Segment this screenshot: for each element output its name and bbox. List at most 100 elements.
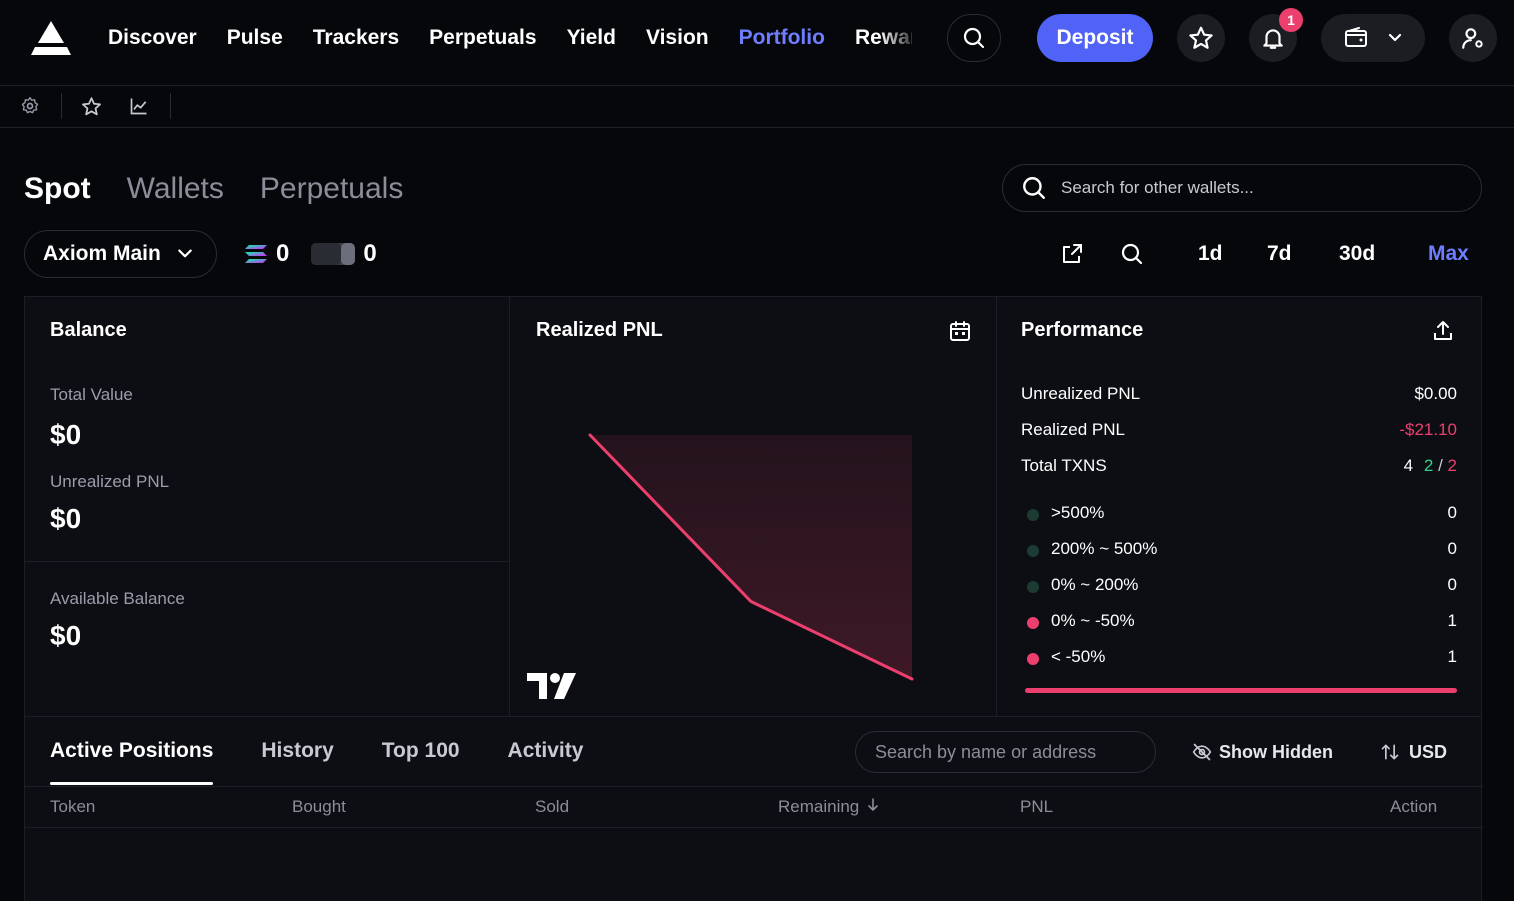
search-icon [1023,177,1045,199]
usdc-balance: 0 [363,240,377,267]
axiom-logo[interactable] [31,21,71,55]
bucket-dot [1027,617,1039,629]
global-search-button[interactable] [947,14,1001,62]
sol-holding: 0 [244,240,289,268]
gear-icon [21,97,39,114]
eye-off-icon [1192,743,1212,761]
range-30d[interactable]: 30d [1339,242,1376,265]
bucket-count: 1 [1447,611,1457,630]
total-value-label: Total Value [50,385,133,404]
star-icon [1189,26,1213,49]
perf-txns-label: Total TXNS [1021,456,1107,475]
positions-section: Active Positions History Top 100 Activit… [24,716,1483,901]
perf-realized-value: -$21.10 [1399,420,1457,439]
show-hidden-toggle[interactable]: Show Hidden [1192,739,1333,765]
tab-top-100[interactable]: Top 100 [381,739,460,762]
balance-panel: Balance Total Value $0 Unrealized PNL $0… [25,297,510,717]
search-positions-button[interactable] [1120,242,1144,276]
settings-button[interactable] [19,95,41,117]
wallet-search-input[interactable] [1061,178,1461,198]
usdc-holding: 0 [311,240,377,268]
nav-trackers[interactable]: Trackers [312,26,400,49]
share-button[interactable] [1431,319,1455,348]
swap-icon [1381,744,1399,760]
balance-title: Balance [50,319,127,341]
portfolio-panels: Balance Total Value $0 Unrealized PNL $0… [24,296,1483,717]
sol-balance: 0 [276,240,290,267]
bell-icon [1263,29,1283,49]
bucket-row: < -50% 1 [1021,647,1457,671]
perf-realized-row: Realized PNL -$21.10 [1021,420,1457,444]
col-token[interactable]: Token [50,797,96,816]
realized-pnl-title: Realized PNL [536,319,663,341]
wallet-search-box [1002,164,1482,212]
perf-realized-label: Realized PNL [1021,420,1125,439]
positions-search-input[interactable] [875,741,1145,763]
account-selector[interactable]: Axiom Main [24,230,217,278]
nav-portfolio[interactable]: Portfolio [738,26,825,49]
nav-fade [880,20,920,60]
wallet-icon [1345,27,1367,47]
watchlist-button[interactable] [1177,14,1225,62]
tab-activity[interactable]: Activity [507,739,584,762]
positions-search-box [855,731,1156,773]
external-link-icon [1063,244,1082,263]
tab-perpetuals[interactable]: Perpetuals [259,172,404,205]
chart-button[interactable] [128,95,150,117]
nav-perpetuals[interactable]: Perpetuals [429,26,537,49]
performance-title: Performance [1021,319,1144,341]
bucket-dot [1027,509,1039,521]
line-chart-icon [130,98,147,115]
range-7d[interactable]: 7d [1267,242,1292,265]
account-name: Axiom Main [43,242,161,265]
deposit-button[interactable]: Deposit [1037,14,1153,62]
nav-yield[interactable]: Yield [566,26,616,49]
secondary-toolbar [0,86,1514,128]
positions-table-header: Token Bought Sold Remaining PNL Action [25,786,1483,828]
col-remaining[interactable]: Remaining [778,797,879,817]
show-hidden-label: Show Hidden [1219,741,1333,762]
performance-panel: Performance Unrealized PNL $0.00 Realize… [997,297,1483,717]
tradingview-logo [527,673,576,699]
txns-sells: 2 [1447,456,1457,475]
tab-active-positions[interactable]: Active Positions [50,717,214,785]
perf-txns-value: 4 2 / 2 [1404,456,1457,476]
txns-total: 4 [1403,456,1414,475]
nav-vision[interactable]: Vision [645,26,709,49]
range-1d[interactable]: 1d [1198,242,1223,265]
positions-tabs: Active Positions History Top 100 Activit… [50,717,583,785]
wallet-dropdown-button[interactable] [1321,14,1425,62]
tab-wallets[interactable]: Wallets [126,172,224,205]
share-external-button[interactable] [1060,242,1084,276]
tab-spot[interactable]: Spot [24,172,91,205]
calendar-button[interactable] [948,319,972,348]
bucket-count: 0 [1447,503,1457,522]
bucket-row: 0% ~ 200% 0 [1021,575,1457,599]
available-balance-label: Available Balance [50,589,185,608]
total-value: $0 [50,419,82,450]
bucket-dot [1027,581,1039,593]
col-bought[interactable]: Bought [292,797,346,816]
pnl-point [749,600,753,604]
realized-pnl-panel: Realized PNL [510,297,997,717]
col-sold[interactable]: Sold [535,797,570,816]
nav-pulse[interactable]: Pulse [226,26,283,49]
share-icon [1434,321,1452,340]
perf-unrealized-value: $0.00 [1414,384,1457,403]
nav-discover[interactable]: Discover [108,26,197,49]
toolbar-divider [61,93,62,119]
perf-unrealized-row: Unrealized PNL $0.00 [1021,384,1457,408]
range-max[interactable]: Max [1428,242,1469,265]
unrealized-pnl-label: Unrealized PNL [50,472,170,491]
perf-txns-row: Total TXNS 4 2 / 2 [1021,456,1457,480]
col-pnl[interactable]: PNL [1020,797,1054,816]
search-icon [1121,243,1143,265]
currency-toggle[interactable]: USD [1380,739,1447,765]
col-action[interactable]: Action [1390,797,1438,816]
chevron-down-icon [1388,33,1402,42]
txns-separator: / [1438,456,1443,475]
account-button[interactable] [1449,14,1497,62]
favorites-button[interactable] [80,95,102,117]
bucket-label: < -50% [1051,647,1106,666]
tab-history[interactable]: History [261,739,334,762]
